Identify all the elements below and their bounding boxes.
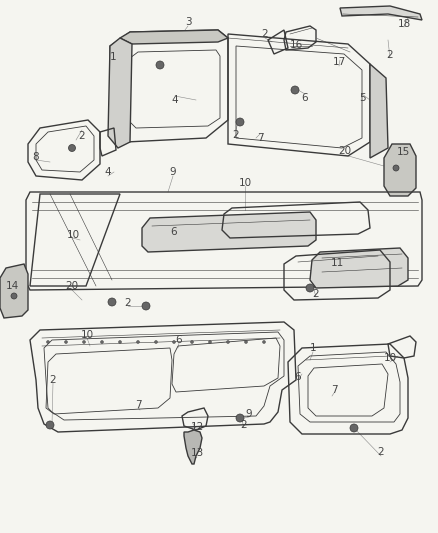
Circle shape [68, 144, 75, 151]
Text: 11: 11 [330, 258, 344, 268]
Text: 4: 4 [105, 167, 111, 177]
Circle shape [142, 302, 150, 310]
Circle shape [46, 341, 49, 343]
Circle shape [100, 341, 103, 343]
Text: 7: 7 [135, 400, 141, 410]
Text: 8: 8 [33, 152, 39, 162]
Text: 1: 1 [310, 343, 316, 353]
Text: 20: 20 [65, 281, 78, 291]
Circle shape [393, 165, 399, 171]
Circle shape [46, 421, 54, 429]
Circle shape [291, 86, 299, 94]
Text: 2: 2 [49, 375, 57, 385]
Text: 2: 2 [313, 289, 319, 299]
Text: 4: 4 [172, 95, 178, 105]
Circle shape [173, 341, 176, 343]
Text: 2: 2 [233, 130, 239, 140]
Text: 2: 2 [79, 131, 85, 141]
Polygon shape [0, 264, 28, 318]
Text: 9: 9 [246, 409, 252, 419]
Text: 20: 20 [339, 146, 352, 156]
Polygon shape [108, 38, 132, 148]
Text: 3: 3 [185, 17, 191, 27]
Text: 18: 18 [397, 19, 411, 29]
Text: 17: 17 [332, 57, 346, 67]
Text: 7: 7 [331, 385, 337, 395]
Polygon shape [370, 64, 388, 158]
Circle shape [350, 424, 358, 432]
Polygon shape [184, 430, 202, 464]
Text: 10: 10 [383, 353, 396, 363]
Text: 15: 15 [396, 147, 410, 157]
Text: 6: 6 [171, 227, 177, 237]
Circle shape [262, 341, 265, 343]
Text: 2: 2 [125, 298, 131, 308]
Text: 2: 2 [387, 50, 393, 60]
Circle shape [156, 61, 164, 69]
Circle shape [108, 298, 116, 306]
Circle shape [11, 293, 17, 299]
Text: 10: 10 [81, 330, 94, 340]
Text: 12: 12 [191, 422, 204, 432]
Circle shape [236, 118, 244, 126]
Text: 14: 14 [5, 281, 19, 291]
Circle shape [236, 414, 244, 422]
Text: 1: 1 [110, 52, 117, 62]
Text: 7: 7 [257, 133, 263, 143]
Circle shape [208, 341, 212, 343]
Polygon shape [340, 6, 422, 20]
Circle shape [155, 341, 158, 343]
Text: 6: 6 [302, 93, 308, 103]
Text: 2: 2 [241, 420, 247, 430]
Text: 2: 2 [378, 447, 384, 457]
Circle shape [306, 284, 314, 292]
Text: 16: 16 [290, 40, 303, 50]
Polygon shape [310, 248, 408, 288]
Text: 13: 13 [191, 448, 204, 458]
Circle shape [119, 341, 121, 343]
Polygon shape [384, 144, 416, 196]
Text: 10: 10 [67, 230, 80, 240]
Circle shape [64, 341, 67, 343]
Text: 2: 2 [261, 29, 268, 39]
Text: 9: 9 [170, 167, 177, 177]
Circle shape [191, 341, 194, 343]
Circle shape [82, 341, 85, 343]
Polygon shape [142, 212, 316, 252]
Circle shape [244, 341, 247, 343]
Circle shape [137, 341, 139, 343]
Text: 6: 6 [176, 335, 182, 345]
Text: 10: 10 [238, 178, 251, 188]
Polygon shape [120, 30, 228, 44]
Circle shape [226, 341, 230, 343]
Text: 5: 5 [359, 93, 365, 103]
Text: 6: 6 [295, 372, 301, 382]
